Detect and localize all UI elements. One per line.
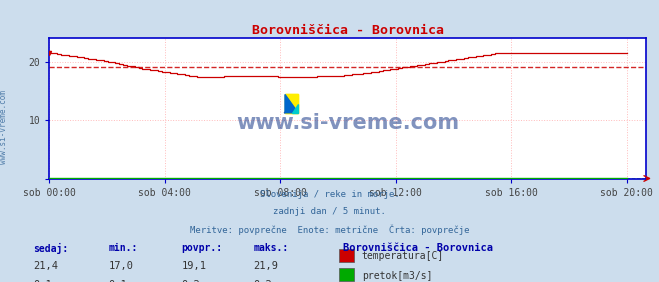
Text: Borovniščica - Borovnica: Borovniščica - Borovnica xyxy=(343,243,493,252)
Polygon shape xyxy=(285,94,298,113)
Bar xyxy=(285,94,298,113)
Text: 21,9: 21,9 xyxy=(254,261,279,271)
Text: povpr.:: povpr.: xyxy=(181,243,222,252)
Text: Meritve: povprečne  Enote: metrične  Črta: povprečje: Meritve: povprečne Enote: metrične Črta:… xyxy=(190,224,469,235)
Text: maks.:: maks.: xyxy=(254,243,289,252)
Text: 0,1: 0,1 xyxy=(33,280,51,282)
Text: 0,2: 0,2 xyxy=(181,280,200,282)
Text: 19,1: 19,1 xyxy=(181,261,206,271)
Text: www.si-vreme.com: www.si-vreme.com xyxy=(236,113,459,133)
FancyArrow shape xyxy=(284,112,286,113)
Text: Slovenija / reke in morje.: Slovenija / reke in morje. xyxy=(260,190,399,199)
Text: min.:: min.: xyxy=(109,243,138,252)
Text: www.si-vreme.com: www.si-vreme.com xyxy=(0,90,8,164)
Polygon shape xyxy=(285,94,298,113)
Text: zadnji dan / 5 minut.: zadnji dan / 5 minut. xyxy=(273,207,386,216)
Polygon shape xyxy=(291,104,298,113)
Text: sedaj:: sedaj: xyxy=(33,243,68,254)
Text: 17,0: 17,0 xyxy=(109,261,134,271)
Text: temperatura[C]: temperatura[C] xyxy=(362,251,444,261)
Text: 0,2: 0,2 xyxy=(254,280,272,282)
Text: 0,1: 0,1 xyxy=(109,280,127,282)
Text: pretok[m3/s]: pretok[m3/s] xyxy=(362,270,432,281)
Text: 21,4: 21,4 xyxy=(33,261,58,271)
Title: Borovniščica - Borovnica: Borovniščica - Borovnica xyxy=(252,24,444,37)
